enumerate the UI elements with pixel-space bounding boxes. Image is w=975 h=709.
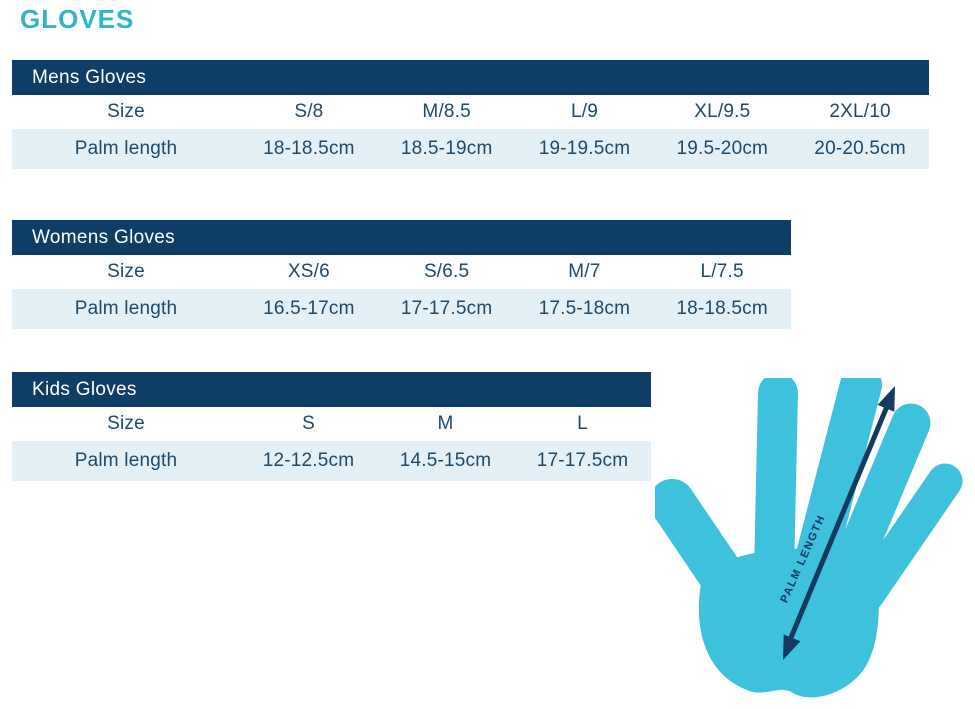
kids-gloves-table: Kids Gloves Size S M L Palm length 12-12…: [12, 372, 651, 481]
size-cell: 2XL/10: [829, 101, 891, 122]
arrow-head-top: [877, 386, 895, 412]
palm-length-cell: 17-17.5cm: [400, 298, 493, 319]
row-label: Size: [107, 413, 145, 434]
mens-table-header: Mens Gloves: [12, 60, 929, 95]
kids-size-row: Size S M L: [12, 407, 651, 441]
palm-length-cell: 12-12.5cm: [262, 450, 355, 471]
size-cell: XS/6: [287, 261, 330, 282]
arrow-head-bottom: [783, 634, 801, 660]
size-cell: S/6.5: [423, 261, 470, 282]
size-cell: L: [577, 413, 588, 434]
size-cell: M/7: [568, 261, 601, 282]
size-cell: S: [302, 413, 315, 434]
size-cell: XL/9.5: [694, 101, 751, 122]
palm-length-cell: 16.5-17cm: [263, 298, 355, 319]
womens-palm-length-row: Palm length 16.5-17cm 17-17.5cm 17.5-18c…: [12, 289, 791, 329]
page-title: GLOVES: [20, 4, 135, 34]
arrow-line: [787, 403, 891, 641]
palm-length-cell: 18.5-19cm: [400, 138, 493, 159]
size-cell: L/9: [570, 101, 598, 122]
palm-length-cell: 17-17.5cm: [536, 450, 629, 471]
hand-pinky-finger: [848, 463, 963, 614]
palm-length-cell: 18-18.5cm: [676, 298, 768, 319]
palm-length-cell: 20-20.5cm: [814, 138, 906, 159]
size-cell: S/8: [294, 101, 324, 122]
kids-table-header: Kids Gloves: [12, 372, 651, 407]
womens-size-row: Size XS/6 S/6.5 M/7 L/7.5: [12, 255, 791, 289]
mens-size-row: Size S/8 M/8.5 L/9 XL/9.5 2XL/10: [12, 95, 929, 129]
womens-gloves-table: Womens Gloves Size XS/6 S/6.5 M/7 L/7.5 …: [12, 220, 791, 329]
palm-length-cell: 19-19.5cm: [538, 138, 631, 159]
palm-length-arrow: [783, 386, 895, 660]
size-cell: L/7.5: [700, 261, 744, 282]
hand-index-finger: [754, 378, 798, 593]
mens-gloves-table: Mens Gloves Size S/8 M/8.5 L/9 XL/9.5 2X…: [12, 60, 929, 169]
row-label: Size: [107, 101, 145, 122]
womens-table-header: Womens Gloves: [12, 220, 791, 255]
womens-table-title: Womens Gloves: [32, 226, 175, 248]
kids-palm-length-row: Palm length 12-12.5cm 14.5-15cm 17-17.5c…: [12, 441, 651, 481]
row-label: Palm length: [74, 298, 178, 319]
hand-illustration: [655, 378, 963, 698]
mens-table-title: Mens Gloves: [32, 66, 147, 88]
mens-palm-length-row: Palm length 18-18.5cm 18.5-19cm 19-19.5c…: [12, 129, 929, 169]
palm-length-cell: 17.5-18cm: [538, 298, 631, 319]
hand-palm: [698, 548, 879, 698]
kids-table-title: Kids Gloves: [32, 378, 137, 400]
palm-length-cell: 19.5-20cm: [676, 138, 769, 159]
row-label: Size: [107, 261, 145, 282]
size-cell: M/8.5: [422, 101, 471, 122]
hand-middle-finger: [790, 378, 882, 599]
palm-length-cell: 18-18.5cm: [263, 138, 355, 159]
row-label: Palm length: [74, 138, 178, 159]
hand-diagram: PALM LENGTH: [655, 378, 963, 698]
row-label: Palm length: [74, 450, 178, 471]
palm-length-cell: 14.5-15cm: [399, 450, 492, 471]
size-cell: M: [437, 413, 454, 434]
